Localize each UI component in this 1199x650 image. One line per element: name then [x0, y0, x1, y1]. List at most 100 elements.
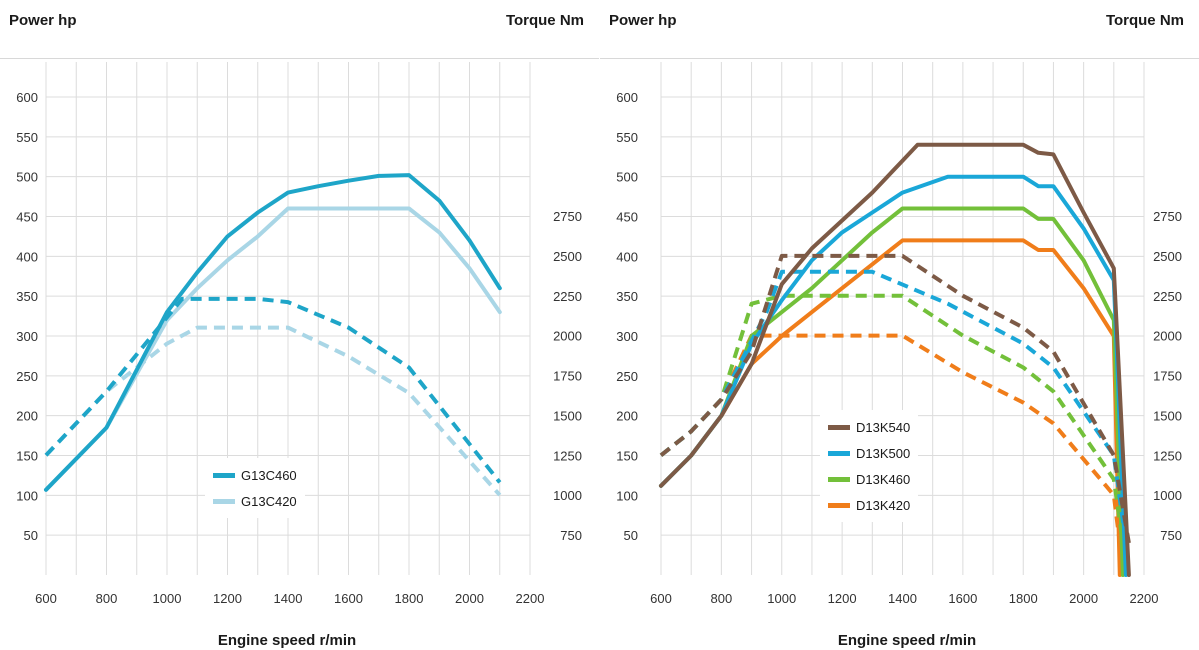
y2-tick-label: 2750: [1153, 209, 1182, 224]
y-tick-label: 500: [16, 170, 38, 185]
x-tick-label: 1000: [767, 591, 796, 606]
legend-swatch: [828, 424, 850, 430]
y-tick-label: 250: [616, 369, 638, 384]
legend-label: D13K500: [856, 445, 911, 461]
x-tick-label: 1200: [828, 591, 857, 606]
x-tick-label: 1000: [153, 591, 182, 606]
y-tick-label: 350: [16, 289, 38, 304]
torque-curve-g13c420: [44, 325, 502, 497]
y-tick-label: 250: [16, 369, 38, 384]
power-curve-g13c420: [44, 206, 502, 492]
y2-tick-label: 1750: [553, 369, 582, 384]
d13k-engine-chart: Power hp Torque Nm 600 800 1000 1200 1400 160…: [600, 0, 1199, 650]
legend: G13C460 G13C420: [205, 458, 305, 518]
torque-axis-title: Torque Nm: [1105, 12, 1184, 29]
x-tick-label: 800: [96, 591, 118, 606]
y2-tick-label: 2250: [1153, 289, 1182, 304]
x-tick-label: 1800: [395, 591, 424, 606]
x-axis-title: Engine speed r/min: [217, 632, 357, 649]
x-tick-label: 600: [650, 591, 672, 606]
y-tick-label: 50: [24, 528, 38, 543]
y-tick-label: 300: [616, 329, 638, 344]
y2-tick-label: 1500: [1153, 408, 1182, 423]
x-tick-label: 1400: [274, 591, 303, 606]
y2-tick-label: 2000: [553, 329, 582, 344]
y2-tick-label: 750: [560, 528, 582, 543]
y2-tick-label: 1000: [1153, 488, 1182, 503]
legend-swatch: [213, 472, 235, 478]
y-tick-label: 50: [624, 528, 638, 543]
y-tick-label: 100: [616, 488, 638, 503]
y-tick-label: 450: [616, 210, 638, 225]
y2-tick-label: 750: [1160, 528, 1182, 543]
power-axis-title: Power hp: [9, 12, 77, 29]
y2-tick-label: 2500: [1153, 249, 1182, 264]
legend-label: G13C420: [241, 493, 297, 509]
y-tick-label: 550: [16, 130, 38, 145]
x-tick-label: 2000: [1069, 591, 1098, 606]
y2-tick-label: 1750: [1153, 369, 1182, 384]
plot-area: 600 800 1000 1200 1400 1600 1800 2000 2200 50 100 1…: [16, 62, 582, 606]
legend-item: G13C420: [213, 488, 297, 514]
x-tick-label: 2200: [1130, 591, 1159, 606]
x-axis-title: Engine speed r/min: [837, 632, 977, 649]
y-tick-label: 150: [16, 449, 38, 464]
legend-item: D13K420: [828, 492, 910, 518]
y-tick-label: 150: [616, 449, 638, 464]
legend-label: G13C460: [241, 467, 297, 483]
g13c-engine-chart: Power hp Torque Nm 600 800 1000 1200 1400 160…: [0, 0, 599, 650]
y-tick-label: 400: [616, 249, 638, 264]
y-tick-label: 350: [616, 289, 638, 304]
torque-curve-g13c460: [44, 296, 502, 484]
x-tick-label: 1800: [1009, 591, 1038, 606]
torque-curve-d13k540: [659, 253, 1131, 544]
y2-tick-label: 2750: [553, 209, 582, 224]
x-tick-label: 1400: [888, 591, 917, 606]
legend-item: D13K540: [828, 414, 910, 440]
y-tick-label: 450: [16, 210, 38, 225]
y-tick-label: 100: [16, 488, 38, 503]
x-tick-label: 800: [711, 591, 733, 606]
x-tick-label: 1600: [334, 591, 363, 606]
power-axis-title: Power hp: [609, 12, 677, 29]
y-tick-label: 200: [616, 409, 638, 424]
y-tick-label: 200: [16, 409, 38, 424]
power-curve-d13k540: [659, 142, 1131, 577]
legend-swatch: [828, 502, 850, 508]
y-tick-label: 400: [16, 249, 38, 264]
legend-label: D13K460: [856, 471, 911, 487]
y2-tick-label: 2000: [1153, 329, 1182, 344]
y-tick-label: 300: [16, 329, 38, 344]
power-curve-g13c460: [44, 173, 502, 492]
y-tick-label: 600: [16, 90, 38, 105]
y2-tick-label: 2250: [553, 289, 582, 304]
y2-tick-label: 1500: [553, 408, 582, 423]
x-tick-label: 2000: [455, 591, 484, 606]
torque-curve-d13k500: [659, 269, 1128, 544]
y-tick-label: 600: [616, 90, 638, 105]
legend-swatch: [828, 476, 850, 482]
legend-swatch: [828, 450, 850, 456]
plot-area: 600 800 1000 1200 1400 1600 1800 2000 2200 50 100 1…: [616, 62, 1182, 606]
legend: D13K540 D13K500 D13K460 D13K420: [820, 410, 919, 522]
title-divider: [0, 58, 599, 59]
legend-item: D13K460: [828, 466, 910, 492]
power-curve-d13k420: [659, 238, 1122, 577]
x-tick-label: 1600: [948, 591, 977, 606]
y-tick-label: 500: [616, 170, 638, 185]
y-tick-label: 550: [616, 130, 638, 145]
x-tick-label: 1200: [213, 591, 242, 606]
legend-label: D13K420: [856, 497, 911, 513]
y2-tick-label: 1250: [553, 448, 582, 463]
torque-axis-title: Torque Nm: [505, 12, 584, 29]
legend-swatch: [213, 498, 235, 504]
power-curve-d13k500: [659, 174, 1128, 577]
torque-curve-d13k460: [659, 293, 1125, 544]
y2-tick-label: 2500: [553, 249, 582, 264]
y2-tick-label: 1250: [1153, 448, 1182, 463]
legend-label: D13K540: [856, 419, 911, 435]
x-tick-label: 600: [35, 591, 57, 606]
y2-tick-label: 1000: [553, 488, 582, 503]
title-divider: [600, 58, 1199, 59]
legend-item: G13C460: [213, 462, 297, 488]
